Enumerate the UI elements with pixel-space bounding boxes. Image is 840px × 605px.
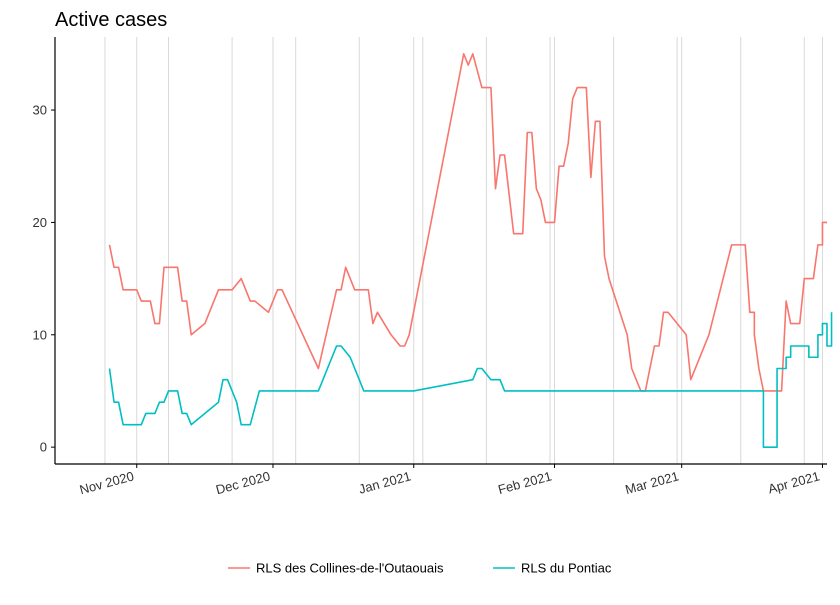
- series-lines: [108, 53, 833, 448]
- legend-label-2: RLS du Pontiac: [521, 561, 612, 576]
- chart-title: Active cases: [55, 9, 167, 31]
- gridlines: [104, 37, 823, 464]
- series-line-2: [108, 312, 833, 448]
- y-tick-label-0: 0: [40, 440, 47, 455]
- y-tick-label-10: 10: [33, 327, 47, 342]
- axes: [54, 37, 827, 465]
- series-line-1: [108, 53, 827, 392]
- y-tick-label-30: 30: [33, 103, 47, 118]
- legend-label-1: RLS des Collines-de-l'Outaouais: [256, 561, 444, 576]
- y-ticks: 0 10 20 30: [33, 103, 55, 455]
- legend: RLS des Collines-de-l'Outaouais RLS du Po…: [228, 561, 612, 576]
- y-tick-label-20: 20: [33, 215, 47, 230]
